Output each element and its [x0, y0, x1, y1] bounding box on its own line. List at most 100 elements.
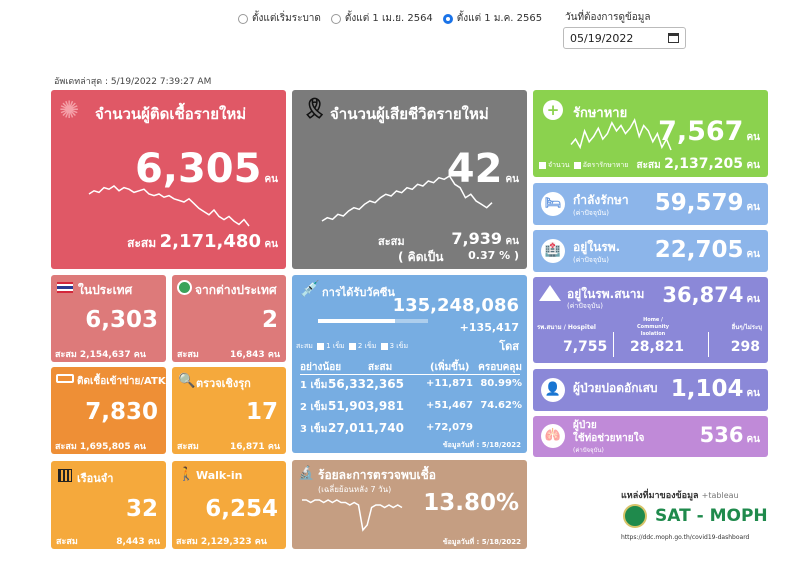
radio-icon[interactable]: [238, 13, 248, 24]
positivity-value: 13.80%: [423, 490, 519, 516]
deaths-cumulative: 7,939 คน: [451, 229, 519, 249]
unit: คน: [746, 388, 760, 399]
radio-selected-icon[interactable]: [442, 13, 453, 24]
card-title: จำนวนผู้เสียชีวิตรายใหม่: [330, 105, 489, 123]
increase-cell: +72,079: [426, 422, 473, 433]
walkin-card[interactable]: 🚶 Walk-in 6,254 สะสม 2,129,323 คน: [172, 461, 286, 549]
field-hospital-card[interactable]: อยู่ในรพ.สนาม (ค่าปัจจุบัน) 36,874 คน รพ.…: [533, 277, 768, 363]
field-col-label: Home / Community Isolation: [636, 317, 669, 337]
domestic-card[interactable]: ในประเทศ 6,303 สะสม 2,154,637 คน: [51, 275, 166, 362]
card-subtitle: (ค่าปัจจุบัน): [573, 256, 609, 264]
divider: [708, 332, 709, 357]
new-deaths-card[interactable]: 🎗 จำนวนผู้เสียชีวิตรายใหม่ 42 คน สะสม 7,9…: [292, 90, 527, 269]
card-subtitle: (เฉลี่ยย้อนหลัง 7 วัน): [318, 485, 392, 494]
calendar-icon[interactable]: [668, 33, 679, 43]
recovered-card[interactable]: + รักษาหาย 7,567 คน จำนวน อัตรารักษาหาย ส…: [533, 90, 768, 177]
filter-option-label: ตั้งแต่ 1 เม.ย. 2564: [344, 13, 433, 24]
date-input[interactable]: 05/19/2022: [563, 27, 686, 49]
card-title: ติดเชื้อเข้าข่าย/ATK: [77, 376, 166, 387]
cumulative-value: 2,154,637: [79, 350, 131, 360]
series-line: [302, 499, 403, 532]
card-title: จำนวนผู้ติดเชื้อรายใหม่: [95, 105, 247, 123]
magnifier-icon: 🔍: [178, 373, 196, 389]
cumulative-value: 2,137,205: [664, 156, 743, 172]
unit: คน: [264, 174, 278, 185]
legend-label: สะสม: [296, 342, 313, 350]
card-title: อยู่ในรพ.: [573, 240, 621, 254]
field-col-value: 7,755: [563, 339, 608, 355]
filter-option-since-apr-2564[interactable]: ตั้งแต่ 1 เม.ย. 2564: [330, 11, 433, 26]
filter-option-since-start[interactable]: ตั้งแต่เริ่มระบาด: [238, 11, 321, 26]
cumulative-value: 16,871: [229, 442, 265, 452]
card-title: อยู่ในรพ.สนาม: [567, 287, 645, 301]
radio-icon[interactable]: [330, 13, 341, 24]
card-subtitle: (ค่าปัจจุบัน): [567, 302, 603, 310]
coverage-cell: 74.62%: [480, 400, 522, 411]
ventilator-value: 536 คน: [700, 423, 760, 447]
ventilator-icon: 🫁: [541, 424, 565, 448]
cumulative-row: สะสม 2,129,323 คน: [176, 534, 267, 548]
hospital-card[interactable]: 🏥 อยู่ในรพ. (ค่าปัจจุบัน) 22,705 คน: [533, 230, 768, 272]
source-label: แหล่งที่มาของข้อมูล +tableau: [621, 488, 739, 502]
unit: คน: [133, 442, 146, 452]
cumulative-label: สะสม: [55, 350, 77, 360]
new-cases-chart: [88, 185, 250, 227]
prison-value: 32: [125, 496, 158, 522]
card-title: ร้อยละการตรวจพบเชื้อ: [318, 468, 436, 482]
dose-cell: 2 เข็ม: [300, 402, 328, 413]
total-cell: 27,011,740: [328, 421, 404, 435]
card-title: ผู้ป่วย: [573, 420, 597, 431]
recovered-chart: [570, 118, 672, 151]
pneumonia-card[interactable]: 👤 ผู้ป่วยปอดอักเสบ 1,104 คน: [533, 369, 768, 411]
data-date: ข้อมูลวันที่ : 5/18/2022: [442, 441, 521, 449]
card-title: ตรวจเชิงรุก: [196, 377, 251, 390]
table-row: 1 เข็ม 56,332,365 +11,871 80.99%: [300, 377, 522, 392]
field-col-value: 298: [730, 339, 760, 355]
cumulative-value: 2,129,323: [200, 537, 252, 547]
total-cell: 51,903,981: [328, 399, 404, 413]
cumulative-label: สะสม: [177, 350, 199, 360]
recovered-legend: จำนวน อัตรารักษาหาย: [537, 160, 628, 171]
atk-card[interactable]: ติดเชื้อเข้าข่าย/ATK 7,830 สะสม 1,695,80…: [51, 367, 166, 454]
cumulative-label: สะสม: [636, 160, 661, 171]
legend-label: จำนวน: [548, 161, 570, 169]
cumulative-row: สะสม 2,154,637 คน: [55, 347, 146, 361]
ventilator-card[interactable]: 🫁 ผู้ป่วย ใช้ท่อช่วยหายใจ (ค่าปัจจุบัน) …: [533, 416, 768, 457]
card-title: กำลังรักษา: [573, 193, 629, 207]
card-title-line2: ใช้ท่อช่วยหายใจ: [573, 433, 645, 444]
card-title: Walk-in: [196, 469, 243, 482]
vaccine-progress-bar: [318, 319, 428, 323]
positivity-card[interactable]: 🔬 ร้อยละการตรวจพบเชื้อ (เฉลี่ยย้อนหลัง 7…: [292, 460, 527, 549]
vaccine-card[interactable]: 💉 การได้รับวัคซีน 135,248,086 +135,417 โ…: [292, 275, 527, 453]
patient-icon: 👤: [541, 378, 565, 402]
total-cell: 56,332,365: [328, 377, 404, 391]
active-search-value: 17: [245, 399, 278, 425]
filter-bar: ตั้งแต่เริ่มระบาด ตั้งแต่ 1 เม.ย. 2564 ต…: [238, 11, 552, 26]
filter-option-since-jan-2565[interactable]: ตั้งแต่ 1 ม.ค. 2565: [442, 11, 542, 26]
data-date: ข้อมูลวันที่ : 5/18/2022: [442, 538, 521, 546]
header-cell: (เพิ่มขึ้น): [430, 362, 470, 373]
treating-card[interactable]: 🛏 กำลังรักษา (ค่าปัจจุบัน) 59,579 คน: [533, 183, 768, 225]
legend-label: 3 เข็ม: [389, 342, 409, 350]
card-subtitle: (ค่าปัจจุบัน): [573, 209, 609, 217]
coverage-cell: 80.99%: [480, 378, 522, 389]
field-hospital-value: 36,874 คน: [662, 283, 760, 307]
tent-icon: [539, 285, 561, 301]
cumulative-value: 1,695,805: [79, 442, 131, 452]
vaccine-legend: สะสม 1 เข็ม 2 เข็ม 3 เข็ม: [296, 341, 408, 352]
source-url[interactable]: https://ddc.moph.go.th/covid19-dashboard: [621, 534, 750, 541]
imported-card[interactable]: จากต่างประเทศ 2 สะสม 16,843 คน: [172, 275, 286, 362]
thai-flag-icon: [57, 282, 73, 293]
prison-card[interactable]: เรือนจำ 32 สะสม 8,443 คน: [51, 461, 166, 549]
unit: คน: [505, 236, 519, 247]
vaccine-total: 135,248,086: [392, 295, 519, 316]
death-rate-label: ( คิดเป็น: [398, 250, 444, 264]
active-search-card[interactable]: 🔍 ตรวจเชิงรุก 17 สะสม 16,871 คน: [172, 367, 286, 454]
new-cases-card[interactable]: ✺ จำนวนผู้ติดเชื้อรายใหม่ 6,305 คน สะสม 2…: [51, 90, 286, 269]
date-value: 05/19/2022: [570, 32, 634, 45]
unit: คน: [267, 442, 280, 452]
unit: คน: [746, 249, 760, 260]
ribbon-icon: 🎗: [302, 96, 328, 120]
globe-icon: [177, 280, 192, 295]
date-label: วันที่ต้องการดูข้อมูล: [565, 12, 651, 23]
